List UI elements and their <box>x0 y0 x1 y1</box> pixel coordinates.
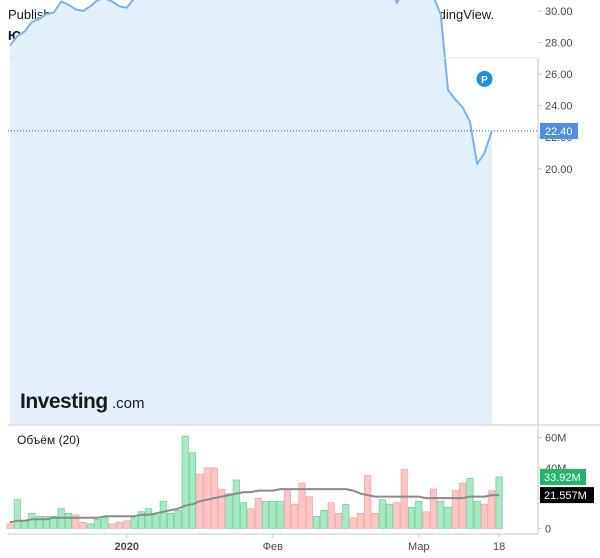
volume-tick-label: 0 <box>545 523 551 535</box>
price-area-fill <box>10 0 492 424</box>
logo-wordmark: Investing <box>20 390 108 413</box>
volume-bar <box>437 500 445 529</box>
volume-bar <box>298 482 306 529</box>
volume-bar <box>247 508 255 529</box>
volume-bar <box>240 502 248 529</box>
volume-bar <box>276 500 284 529</box>
volume-bar <box>444 506 452 529</box>
volume-bar <box>305 496 313 529</box>
volume-bar <box>137 511 145 529</box>
price-line <box>9 0 493 166</box>
volume-bar <box>130 517 138 529</box>
volume-ma-line <box>9 488 500 524</box>
volume-bar <box>21 520 29 529</box>
volume-bar <box>488 490 496 529</box>
volume-tick-label: 60M <box>545 433 566 445</box>
volume-bar <box>422 511 430 529</box>
volume-bar <box>152 514 160 529</box>
volume-bar <box>261 500 269 529</box>
price-tick-label: 28.00 <box>545 38 573 50</box>
volume-bar <box>349 517 357 529</box>
volume-bar <box>466 478 474 529</box>
volume-bar <box>313 515 321 529</box>
volume-bar <box>393 502 401 529</box>
volume-bar <box>108 523 116 529</box>
price-tick-label: 24.00 <box>545 101 573 113</box>
volume-bar <box>451 490 459 529</box>
volume-bar <box>342 503 350 529</box>
last-volume-label: 33.92M <box>544 472 581 484</box>
price-tick-label: 30.00 <box>545 6 573 18</box>
logo-suffix: .com <box>112 395 145 412</box>
event-marker <box>476 70 493 87</box>
volume-bar <box>364 475 372 529</box>
volume-bar <box>473 500 481 529</box>
volume-bar <box>79 522 87 529</box>
investing-logo: Investing .com <box>20 390 145 413</box>
volume-bar <box>283 490 291 529</box>
volume-bar <box>28 512 36 529</box>
volume-bar <box>167 512 175 529</box>
volume-bar <box>254 497 262 529</box>
volume-bar <box>64 512 72 529</box>
last-price-label: 22.40 <box>545 126 573 138</box>
volume-bar <box>327 502 335 529</box>
volume-bar <box>407 506 415 529</box>
volume-bar <box>225 493 233 529</box>
volume-bar <box>174 509 182 529</box>
volume-bar <box>415 500 423 529</box>
axes: 40.0038.0036.0034.0032.0030.0028.0026.00… <box>8 6 600 553</box>
volume-bar <box>378 499 386 529</box>
volume-bar <box>159 500 167 529</box>
volume-bar <box>72 514 80 529</box>
volume-bar <box>189 452 197 529</box>
time-tick-label: Мар <box>408 541 430 553</box>
volume-bar <box>42 515 50 529</box>
volume-bar <box>269 500 277 529</box>
time-tick-label: Фев <box>263 541 283 553</box>
volume-bar <box>145 508 153 529</box>
volume-bar <box>50 515 58 529</box>
volume-bar <box>86 523 94 529</box>
volume-bar <box>94 519 102 529</box>
event-marker-label: P <box>481 75 488 86</box>
volume-bar <box>101 517 109 529</box>
volume-bar <box>123 520 131 529</box>
volume-bar <box>386 503 394 529</box>
ma-value-label: 21.557M <box>544 490 587 502</box>
price-tick-label: 20.00 <box>545 164 573 176</box>
ma-value-badge <box>540 487 594 504</box>
volume-bar <box>334 512 342 529</box>
volume-bar <box>495 476 503 529</box>
volume-bar <box>320 509 328 529</box>
volume-bar <box>356 512 364 529</box>
volume-bar <box>291 503 299 529</box>
volume-bar <box>181 435 189 529</box>
volume-bar <box>116 522 124 529</box>
volume-bar <box>232 479 240 529</box>
volume-bar <box>400 469 408 529</box>
volume-bar <box>6 523 14 529</box>
last-volume-badge <box>540 468 586 485</box>
volume-bar <box>218 488 226 529</box>
volume-bar <box>459 482 467 529</box>
volume-bar <box>35 515 43 529</box>
volume-pane-title: Объём (20) <box>17 433 80 447</box>
volume-bar <box>13 499 21 529</box>
last-price-badge <box>540 122 578 139</box>
volume-bar <box>480 503 488 529</box>
volume-bar <box>371 512 379 529</box>
volume-pane: Объём (20) <box>6 433 503 529</box>
time-tick-label: 18 <box>493 541 505 553</box>
volume-bar <box>429 488 437 529</box>
price-tick-label: 26.00 <box>545 69 573 81</box>
price-pane: P <box>8 0 538 424</box>
time-tick-label: 2020 <box>115 541 139 553</box>
volume-bar <box>203 467 211 529</box>
